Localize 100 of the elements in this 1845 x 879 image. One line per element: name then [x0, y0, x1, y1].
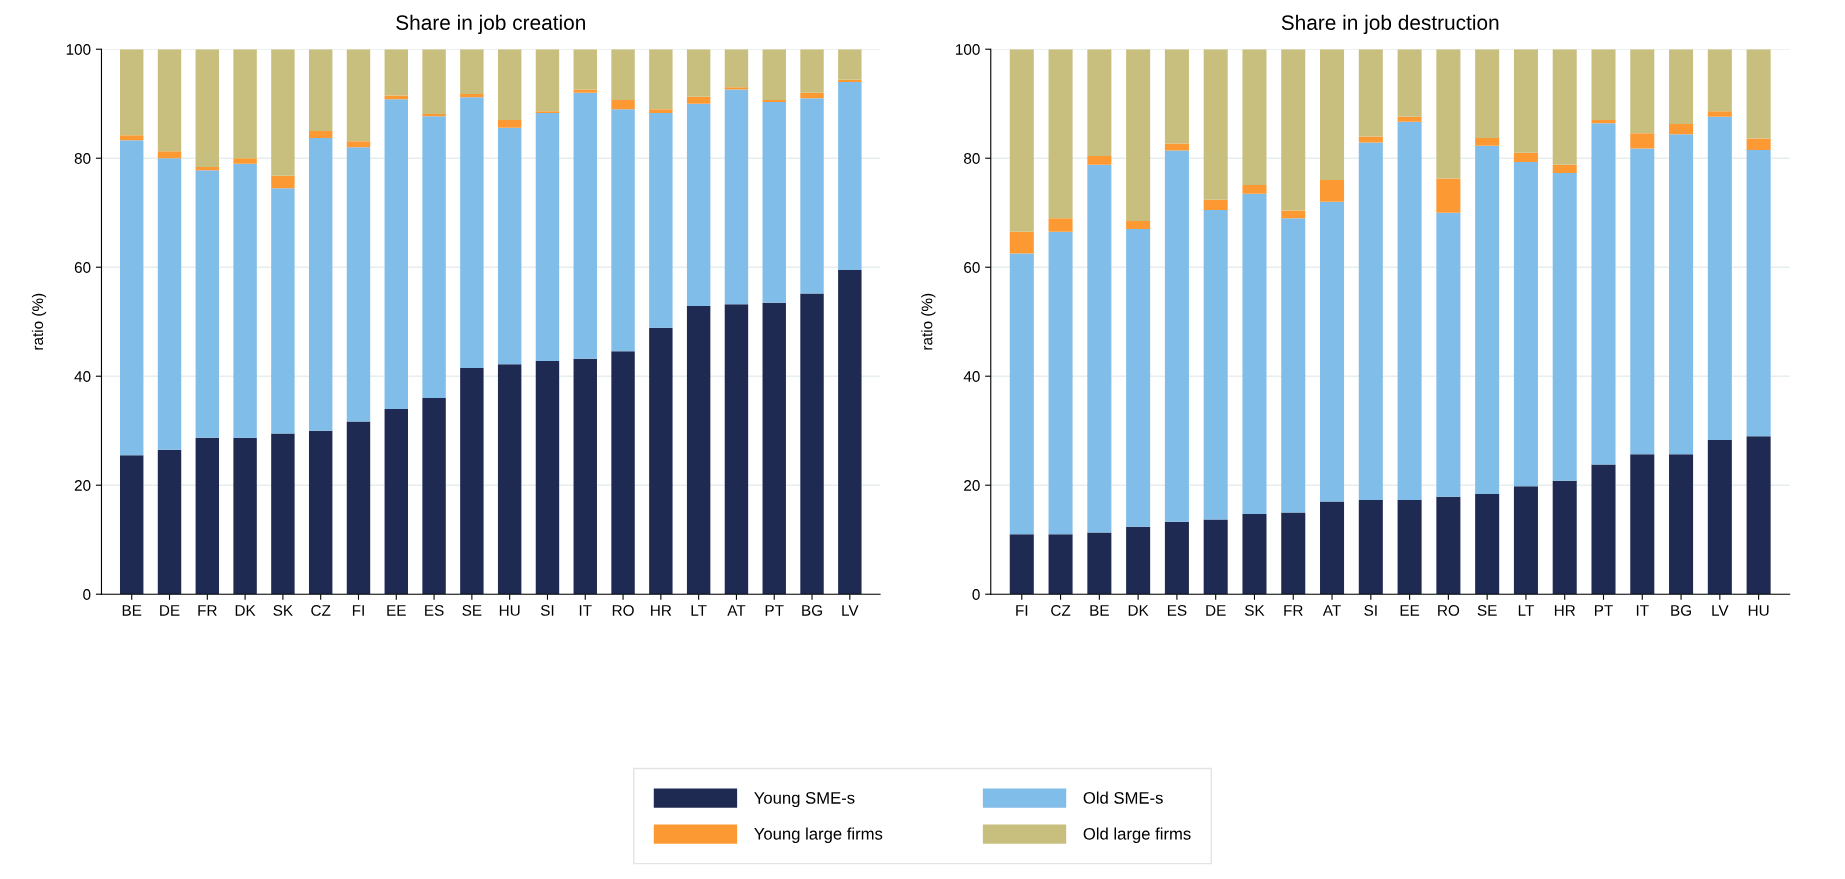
bar [195, 49, 220, 167]
x-tick-label: BG [802, 605, 822, 616]
bar [271, 433, 295, 595]
bar [195, 170, 220, 438]
bar [762, 102, 786, 303]
bar [195, 437, 220, 595]
bar [119, 140, 144, 456]
bar [1087, 164, 1112, 533]
bar [497, 120, 522, 128]
bar [1669, 454, 1694, 595]
x-tick-label: RO [1438, 605, 1460, 616]
y-tick-label: 40 [963, 371, 980, 382]
bar [308, 130, 333, 139]
bar [611, 49, 635, 100]
bar [1126, 229, 1151, 527]
x-tick-label: DE [1206, 605, 1226, 616]
bar [724, 304, 749, 595]
bar [686, 96, 711, 104]
bar [1164, 49, 1189, 144]
bar [1475, 493, 1500, 595]
bar [1242, 184, 1267, 194]
y-tick-label: 60 [964, 262, 980, 273]
bar [1630, 133, 1655, 149]
x-tick-label: AT [727, 605, 746, 616]
bar [1746, 49, 1771, 139]
x-tick-label: SK [273, 605, 293, 616]
y-tick-label: 20 [74, 480, 91, 491]
bar [649, 112, 673, 328]
bar [422, 116, 446, 399]
y-tick-label: 100 [66, 44, 91, 55]
x-tick-label: BE [1090, 605, 1109, 616]
bar [1048, 218, 1073, 232]
x-tick-label: IT [579, 605, 592, 616]
bar [838, 81, 862, 270]
x-tick-label: DK [235, 605, 256, 616]
x-tick-label: CZ [1051, 605, 1071, 616]
bar [1436, 178, 1461, 213]
bar [157, 158, 182, 450]
bar [1513, 152, 1538, 163]
bar [1126, 526, 1151, 595]
bar [1513, 162, 1538, 487]
bar [1513, 486, 1538, 595]
bar [573, 358, 597, 595]
bar [800, 293, 824, 595]
bar [308, 430, 333, 595]
x-tick-label: HR [651, 605, 672, 616]
bar [308, 138, 333, 431]
bar [422, 398, 446, 595]
legend-label: Old large firms [1083, 827, 1191, 844]
legend-label: Old SME-s [1083, 791, 1163, 804]
bar [1203, 519, 1228, 595]
bar [233, 49, 257, 159]
bar [1009, 253, 1034, 535]
bar [838, 49, 862, 80]
x-tick-label: CZ [311, 605, 331, 616]
bar [1358, 136, 1383, 143]
x-tick-label: SI [1364, 605, 1377, 616]
bar [497, 364, 522, 595]
bar [195, 166, 220, 171]
bar [271, 188, 295, 434]
bar [233, 437, 257, 595]
chart-title: Share in job destruction [1281, 14, 1499, 35]
bar [308, 49, 333, 131]
x-tick-label: HU [1748, 605, 1769, 616]
x-tick-label: EE [387, 605, 406, 616]
bar [1746, 138, 1771, 151]
bar [800, 92, 824, 99]
x-tick-label: BG [1671, 605, 1691, 616]
bar [1707, 49, 1732, 112]
bar [611, 99, 635, 110]
legend-label: Young SME-s [754, 792, 855, 808]
x-tick-label: PT [1594, 605, 1613, 616]
bar [686, 49, 711, 97]
bar [762, 302, 786, 595]
bar [460, 97, 484, 369]
bar [573, 89, 597, 93]
bar [1358, 142, 1383, 500]
bar [1630, 454, 1655, 595]
bar [1475, 138, 1500, 146]
bar [611, 109, 635, 352]
bar [1746, 436, 1771, 595]
bar [724, 89, 749, 305]
bar [1320, 201, 1345, 502]
x-tick-label: LT [691, 605, 707, 616]
bar [422, 114, 446, 117]
bar [1591, 49, 1616, 121]
bar [1203, 199, 1228, 210]
bar [271, 175, 295, 189]
x-tick-label: LV [1712, 605, 1729, 616]
bar [649, 109, 673, 113]
x-tick-label: AT [1322, 605, 1341, 616]
y-tick-label: 80 [74, 153, 91, 164]
bar [573, 92, 597, 359]
bar [271, 49, 295, 176]
x-tick-label: IT [1636, 605, 1649, 616]
bar [1320, 180, 1345, 202]
x-tick-label: FR [1284, 605, 1303, 616]
x-tick-label: LV [842, 605, 859, 616]
x-tick-label: FI [1016, 605, 1028, 616]
bar [1552, 172, 1577, 481]
